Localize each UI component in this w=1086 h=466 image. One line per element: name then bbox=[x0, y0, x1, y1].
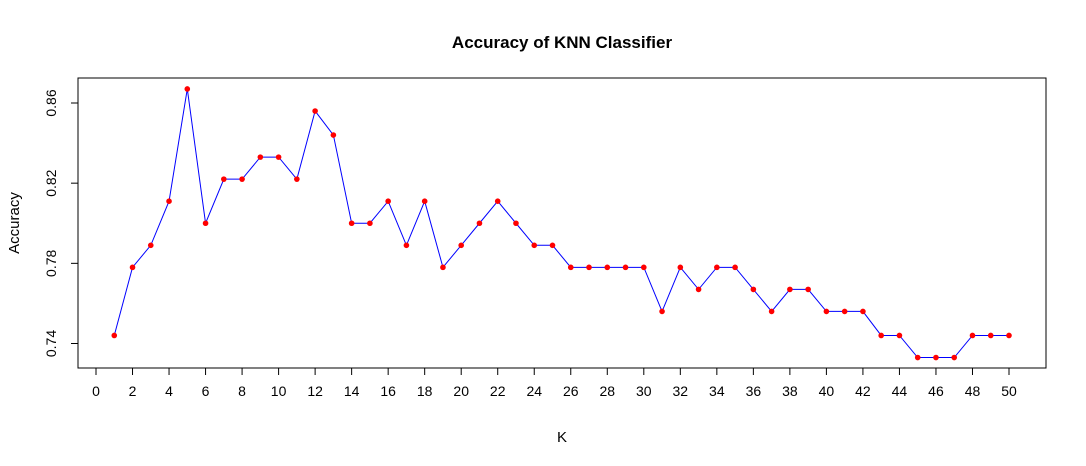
y-axis-label: Accuracy bbox=[6, 192, 23, 254]
data-point bbox=[969, 332, 976, 339]
data-point bbox=[476, 220, 483, 227]
data-point bbox=[896, 332, 903, 339]
x-tick-label: 20 bbox=[453, 383, 469, 399]
x-tick-label: 34 bbox=[709, 383, 725, 399]
data-point bbox=[129, 264, 136, 271]
x-tick-label: 8 bbox=[238, 383, 246, 399]
x-tick-label: 40 bbox=[819, 383, 835, 399]
data-point bbox=[421, 198, 428, 205]
data-point bbox=[805, 286, 811, 293]
data-point bbox=[257, 154, 264, 160]
x-tick-label: 44 bbox=[892, 383, 908, 399]
data-point bbox=[531, 242, 538, 249]
data-point bbox=[385, 198, 391, 205]
data-point bbox=[367, 220, 373, 227]
plot-frame bbox=[77, 77, 1047, 369]
data-point bbox=[184, 86, 191, 92]
x-tick-label: 28 bbox=[599, 383, 615, 399]
data-point bbox=[166, 198, 172, 205]
data-point bbox=[294, 176, 300, 182]
y-tick-label: 0.74 bbox=[43, 330, 59, 357]
y-axis: 0.74 0.78 0.82 0.86 bbox=[43, 89, 78, 357]
data-point bbox=[1006, 332, 1012, 339]
data-point bbox=[714, 264, 720, 271]
data-point bbox=[750, 286, 757, 293]
x-tick-label: 0 bbox=[92, 383, 100, 399]
x-tick-label: 42 bbox=[855, 383, 871, 399]
x-tick-label: 24 bbox=[526, 383, 542, 399]
data-point bbox=[878, 332, 884, 339]
accuracy-line bbox=[113, 88, 1009, 359]
x-tick-label: 18 bbox=[417, 383, 433, 399]
data-point bbox=[586, 264, 592, 271]
x-axis-label: K bbox=[557, 429, 567, 446]
x-tick-label: 10 bbox=[271, 383, 287, 399]
data-point bbox=[641, 264, 647, 271]
data-point bbox=[221, 176, 227, 182]
data-point bbox=[147, 242, 154, 249]
x-tick-label: 12 bbox=[307, 383, 323, 399]
data-point bbox=[330, 132, 337, 138]
x-axis: 0 2 4 6 8 10 12 14 16 18 20 22 24 26 28 30 32 34 36 38 40 42 4… bbox=[92, 368, 1017, 399]
data-point bbox=[275, 154, 282, 160]
data-point bbox=[494, 198, 501, 205]
data-point bbox=[933, 354, 939, 361]
x-tick-label: 14 bbox=[344, 383, 360, 399]
data-point bbox=[860, 308, 866, 315]
data-point bbox=[659, 308, 665, 315]
data-point bbox=[111, 332, 118, 339]
data-point bbox=[622, 264, 629, 271]
series-points bbox=[111, 86, 1012, 361]
x-tick-label: 26 bbox=[563, 383, 579, 399]
data-point bbox=[951, 354, 958, 361]
x-tick-label: 22 bbox=[490, 383, 506, 399]
data-point bbox=[549, 242, 556, 249]
data-point bbox=[348, 220, 355, 227]
data-point bbox=[823, 308, 830, 315]
data-point bbox=[312, 108, 318, 114]
x-tick-label: 30 bbox=[636, 383, 652, 399]
data-point bbox=[768, 308, 775, 315]
x-tick-label: 4 bbox=[165, 383, 173, 399]
x-tick-label: 2 bbox=[129, 383, 137, 399]
data-point bbox=[513, 220, 519, 227]
x-tick-label: 48 bbox=[965, 383, 981, 399]
x-tick-label: 36 bbox=[746, 383, 762, 399]
data-point bbox=[787, 286, 793, 293]
x-tick-label: 38 bbox=[782, 383, 798, 399]
data-point bbox=[677, 264, 684, 271]
data-point bbox=[403, 242, 410, 249]
data-point bbox=[695, 286, 702, 293]
data-point bbox=[239, 176, 245, 182]
y-tick-label: 0.86 bbox=[43, 89, 59, 116]
x-tick-label: 6 bbox=[202, 383, 210, 399]
x-tick-label: 46 bbox=[928, 383, 944, 399]
data-point bbox=[202, 220, 209, 227]
data-point bbox=[732, 264, 738, 271]
data-point bbox=[440, 264, 446, 271]
chart-title: Accuracy of KNN Classifier bbox=[452, 33, 673, 52]
data-point bbox=[458, 242, 465, 249]
data-point bbox=[841, 308, 848, 315]
y-tick-label: 0.82 bbox=[43, 169, 59, 196]
data-point bbox=[987, 332, 994, 339]
data-point bbox=[914, 354, 921, 361]
y-tick-label: 0.78 bbox=[43, 249, 59, 276]
x-tick-label: 16 bbox=[380, 383, 396, 399]
data-point bbox=[567, 264, 574, 271]
series-line bbox=[113, 88, 1009, 359]
x-tick-label: 50 bbox=[1001, 383, 1017, 399]
x-tick-label: 32 bbox=[673, 383, 689, 399]
data-point bbox=[604, 264, 611, 271]
